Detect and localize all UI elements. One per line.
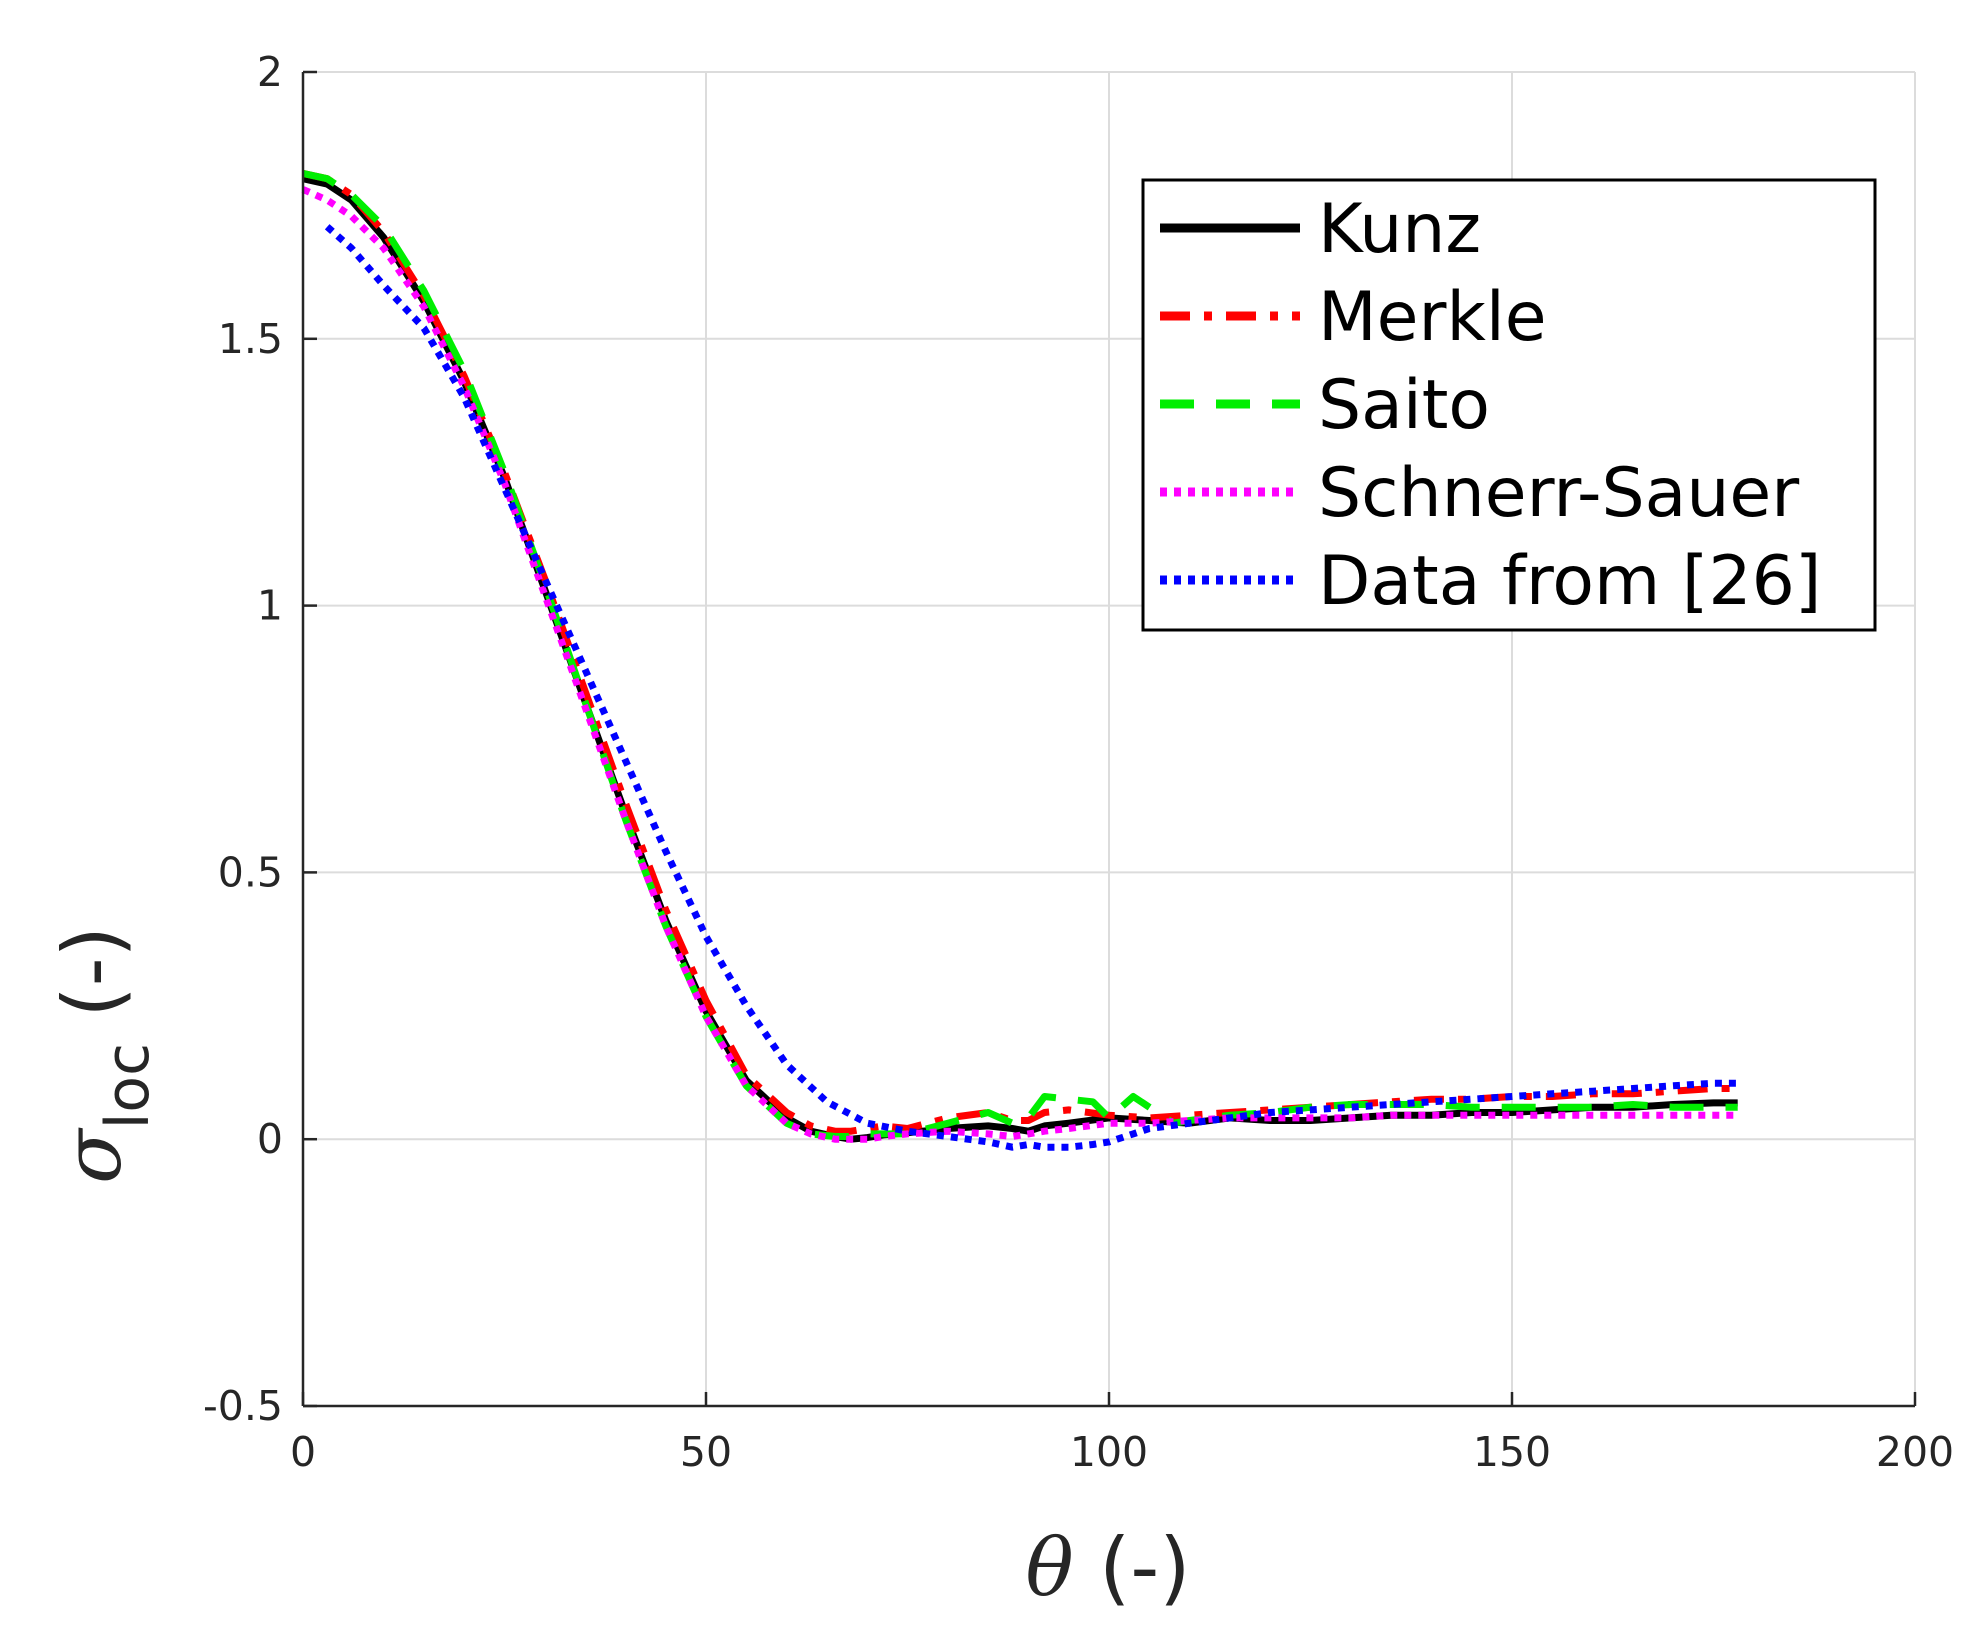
x-tick-label: 150: [1473, 1428, 1551, 1476]
y-tick-label: 1: [257, 582, 283, 630]
legend-label-kunz: Kunz: [1318, 190, 1481, 269]
legend-label-saito: Saito: [1318, 366, 1490, 445]
y-tick-label: 2: [257, 48, 283, 96]
y-tick-label: -0.5: [203, 1382, 283, 1430]
y-axis-subscript: loc: [93, 1043, 163, 1129]
axes-layer: [301, 70, 1917, 1408]
y-axis-unit: (-): [46, 926, 139, 1043]
legend: Kunz Merkle Saito Schnerr-Sauer Data from [2…: [1141, 178, 1877, 632]
x-axis-label: θ (-): [1026, 1521, 1191, 1614]
legend-box: [1141, 178, 1877, 632]
svg-text:σloc (-): σloc (-): [46, 926, 163, 1184]
legend-label-merkle: Merkle: [1318, 278, 1547, 357]
y-axis-label: σloc (-): [46, 926, 163, 1184]
series-line-schnerr-sauer: [301, 186, 1738, 1143]
tick-labels: 0 50 100 150 200-0.500.511.52: [203, 48, 1954, 1476]
y-tick-label: 0.5: [218, 848, 283, 896]
x-axis-unit: (-): [1074, 1521, 1191, 1614]
x-tick-label: 200: [1876, 1428, 1954, 1476]
series-line-merkle: [302, 169, 1738, 1135]
legend-label-schnerr-sauer: Schnerr-Sauer: [1318, 454, 1799, 533]
legend-label-data-from-26: Data from [26]: [1318, 542, 1821, 621]
x-tick-label: 100: [1070, 1428, 1148, 1476]
legend-entries: Kunz Merkle Saito Schnerr-Sauer Data from [2…: [1160, 190, 1821, 621]
y-tick-label: 0: [257, 1115, 283, 1163]
series-line-saito: [302, 169, 1738, 1140]
x-tick-label: 0: [290, 1428, 316, 1476]
series-layer: [301, 169, 1738, 1151]
x-tick-label: 50: [680, 1428, 732, 1476]
y-tick-label: 1.5: [218, 315, 283, 363]
y-axis-symbol: σ: [46, 1127, 139, 1184]
x-axis-symbol: θ: [1026, 1521, 1074, 1614]
